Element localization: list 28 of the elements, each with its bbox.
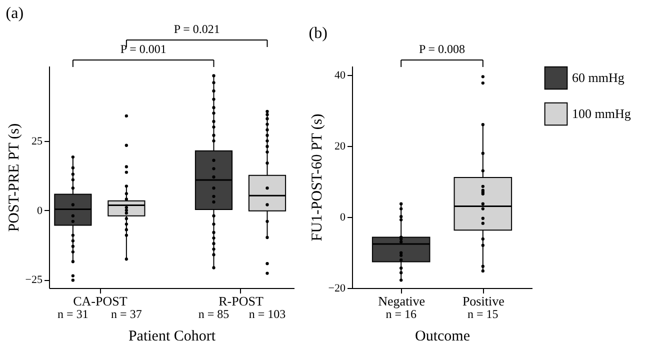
text: P = 0.008 (419, 42, 465, 56)
y-tick-label: −20 (328, 282, 346, 294)
x-axis-title: Outcome (415, 328, 470, 344)
y-tick-label: 40 (334, 69, 346, 82)
chart-title: (b) (308, 25, 328, 42)
text: n = 85 (198, 307, 230, 321)
y-tick-label: 25 (32, 135, 43, 148)
text: n = 37 (111, 307, 142, 321)
y-tick-label: −25 (25, 274, 43, 286)
y-tick-label: 0 (37, 204, 43, 217)
text: n = 15 (468, 307, 498, 321)
x-tick-label: Negative (378, 294, 426, 308)
y-axis-title: POST-PRE PT (s) (6, 123, 22, 232)
text: n = 16 (386, 307, 416, 321)
x-tick-label: CA-POST (73, 294, 128, 308)
text: n = 31 (58, 307, 88, 321)
x-tick-label: Positive (462, 294, 505, 308)
legend-label: 60 mmHg (572, 70, 625, 85)
text: P = 0.001 (120, 42, 166, 56)
x-axis-title: Patient Cohort (128, 328, 216, 344)
y-tick-label: 20 (334, 140, 346, 152)
x-tick-label: R-POST (218, 294, 264, 308)
text: P = 0.021 (174, 22, 220, 36)
y-axis-title: FU1-POST-60 PT (s) (309, 114, 326, 242)
legend-label: 100 mmHg (572, 106, 632, 121)
y-tick-label: 0 (340, 211, 346, 224)
chart-title: (a) (6, 5, 24, 22)
text: n = 103 (248, 307, 286, 321)
